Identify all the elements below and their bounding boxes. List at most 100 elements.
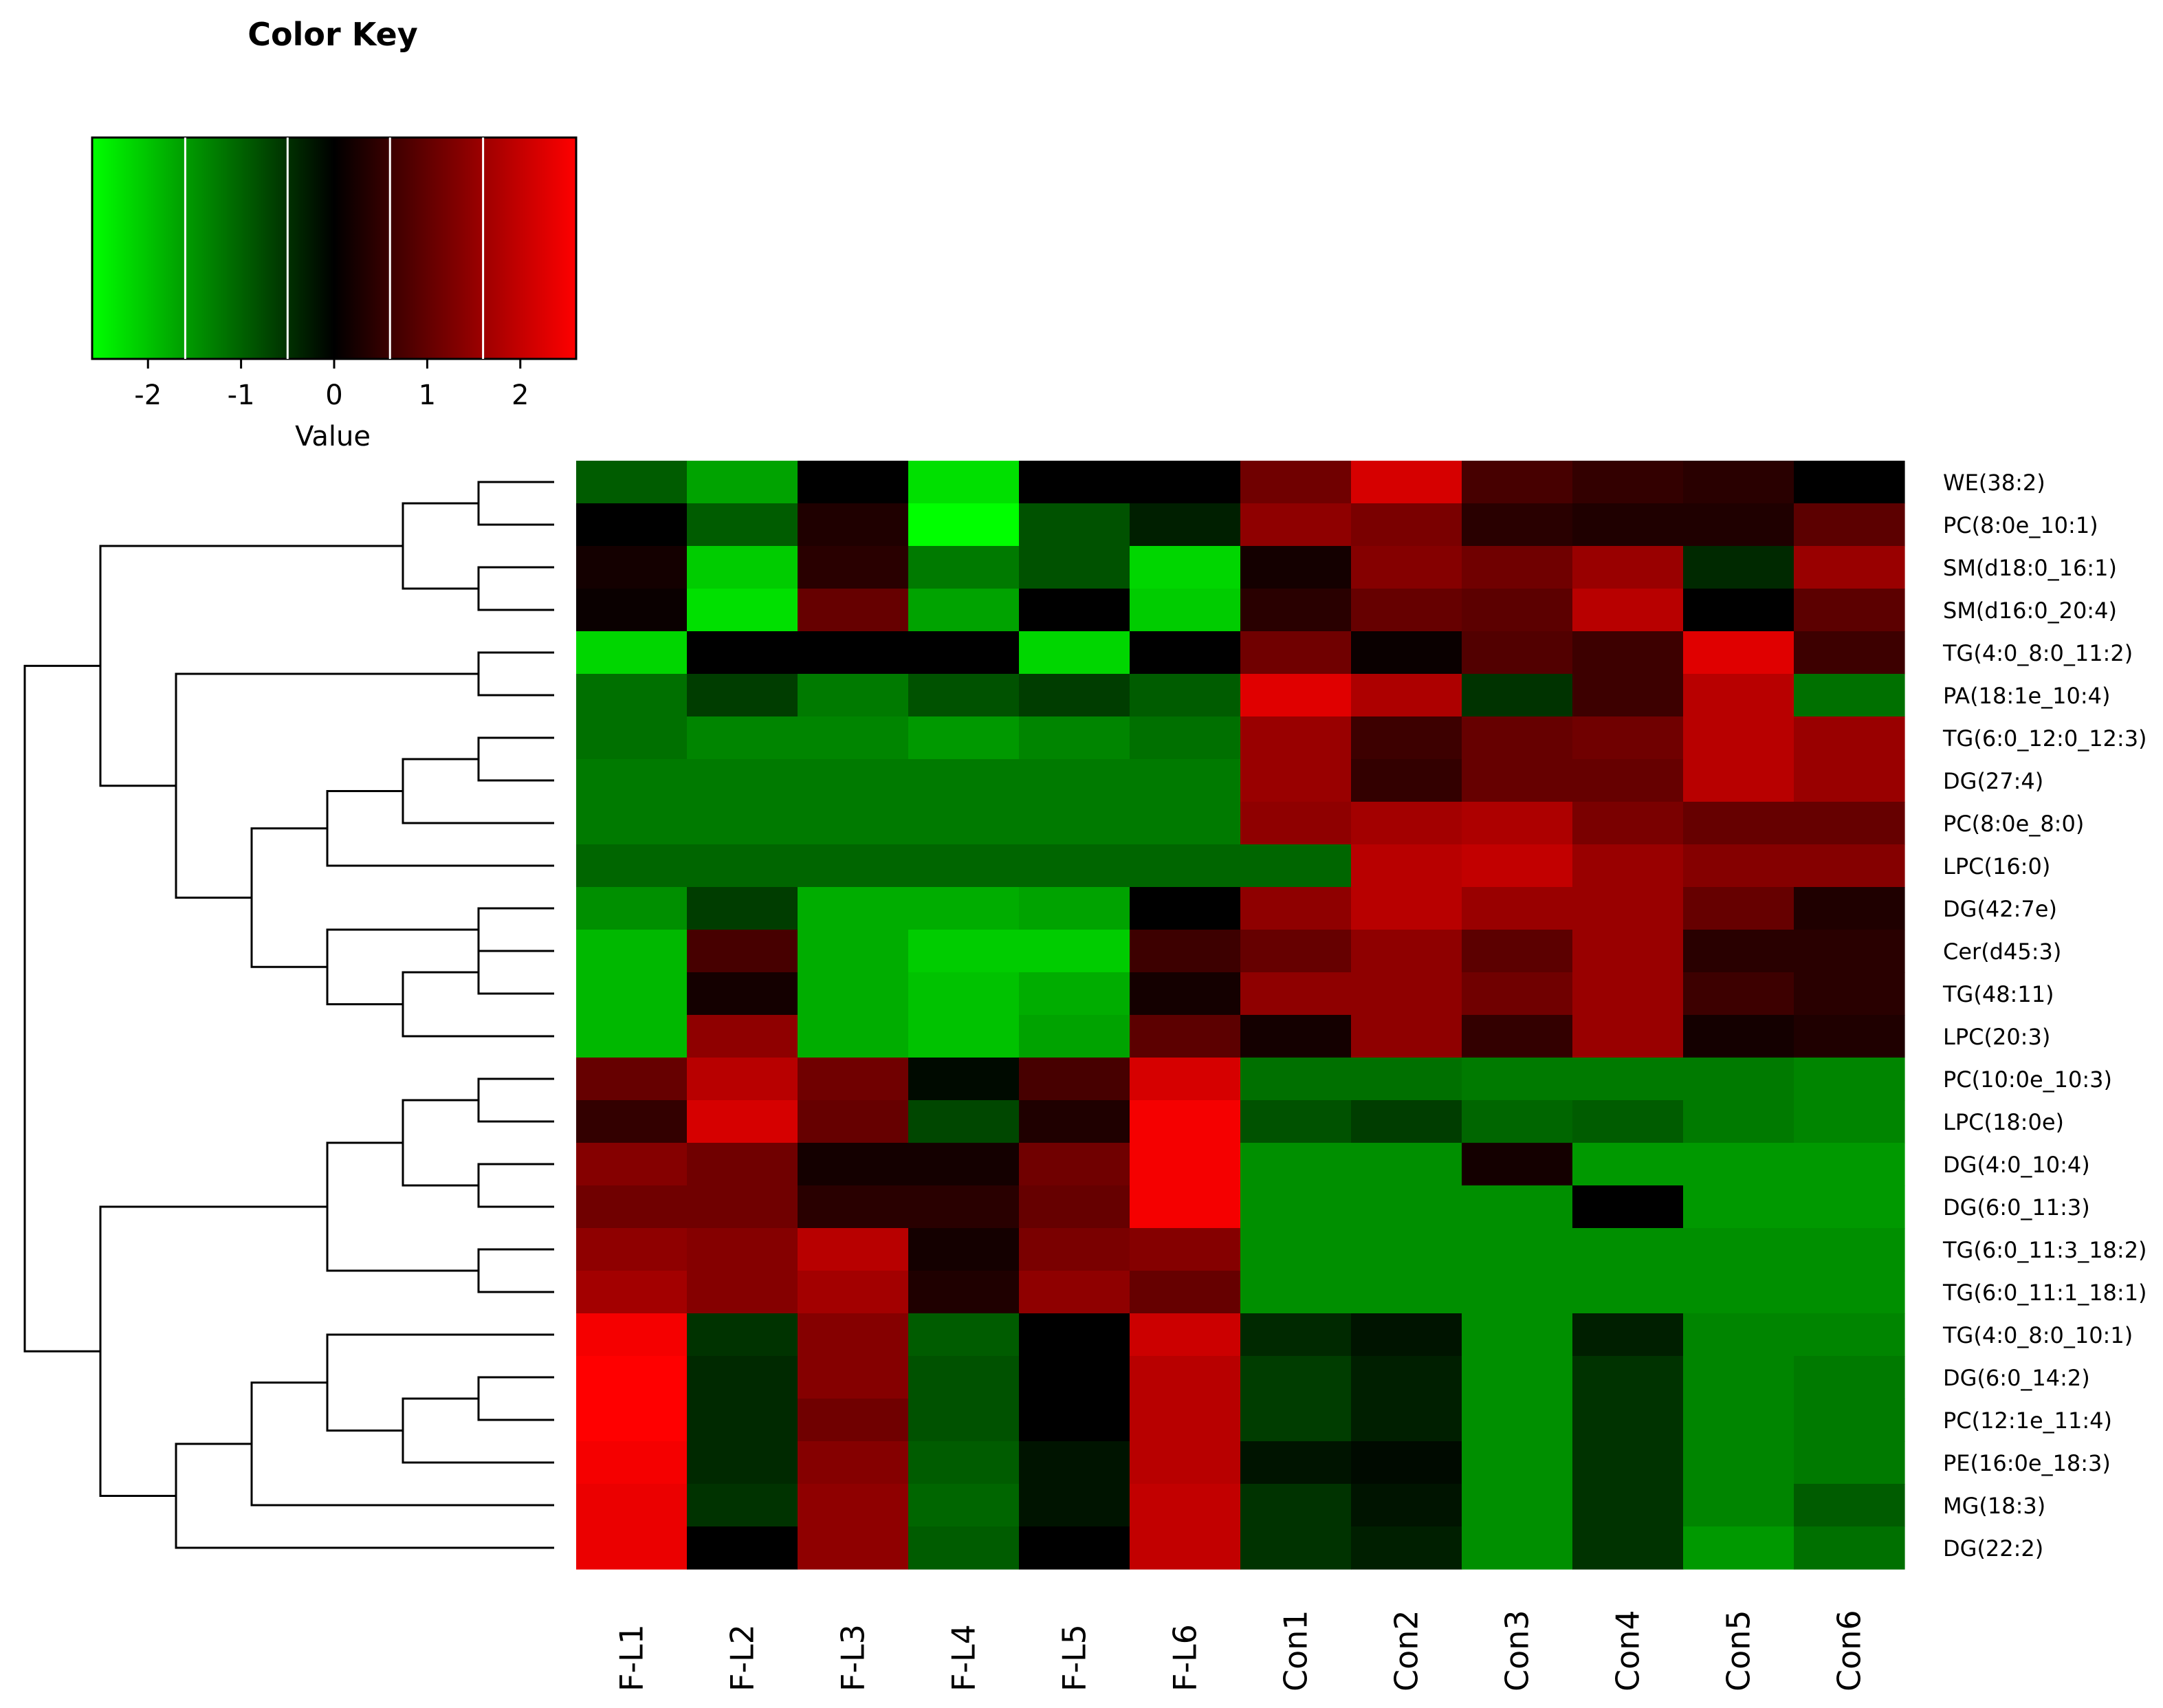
heatmap-cell — [1240, 759, 1352, 802]
heatmap-cell — [1462, 844, 1573, 888]
heatmap-cell — [1572, 1058, 1684, 1101]
color-key-gradient — [91, 136, 578, 360]
dendrogram-branch — [477, 481, 554, 526]
heatmap-cell — [1683, 1441, 1794, 1485]
heatmap-cell — [798, 1313, 909, 1357]
heatmap-cell — [1462, 631, 1573, 675]
heatmap-cell — [908, 930, 1020, 973]
heatmap-cell — [1130, 674, 1241, 717]
heatmap-cell — [1683, 1058, 1794, 1101]
heatmap-cell — [908, 461, 1020, 504]
heatmap-cell — [1683, 972, 1794, 1016]
heatmap-cell — [1572, 1100, 1684, 1143]
heatmap-cell — [1683, 1356, 1794, 1399]
heatmap-cell — [1240, 1100, 1352, 1143]
heatmap-cell — [576, 1399, 688, 1442]
heatmap-cell — [1351, 1356, 1462, 1399]
heatmap-cell — [1683, 844, 1794, 888]
heatmap-cell — [576, 1228, 688, 1271]
column-label: F-L5 — [1056, 1624, 1093, 1691]
row-label: DG(27:4) — [1943, 768, 2043, 794]
heatmap-cell — [908, 1356, 1020, 1399]
dendrogram-branch — [250, 827, 327, 968]
heatmap-cell — [576, 1441, 688, 1485]
heatmap-cell — [1019, 1271, 1130, 1314]
heatmap-cell — [687, 631, 798, 675]
column-label: F-L2 — [724, 1624, 761, 1691]
heatmap-cell — [1462, 716, 1573, 760]
heatmap-cell — [908, 802, 1020, 845]
heatmap-cell — [1019, 1058, 1130, 1101]
heatmap-cell — [1572, 1185, 1684, 1229]
row-label: LPC(16:0) — [1943, 853, 2050, 879]
heatmap-cell — [908, 631, 1020, 675]
heatmap-cell — [1019, 1100, 1130, 1143]
heatmap-cell — [1794, 1015, 1905, 1058]
heatmap-cell — [1019, 1313, 1130, 1357]
heatmap-cell — [1462, 1441, 1573, 1485]
heatmap-cell — [1683, 1399, 1794, 1442]
heatmap-cell — [1130, 1399, 1241, 1442]
column-label: F-L1 — [613, 1624, 650, 1691]
heatmap-cell — [576, 1015, 688, 1058]
row-label: LPC(18:0e) — [1943, 1109, 2064, 1135]
heatmap-cell — [576, 844, 688, 888]
row-label: TG(6:0_11:1_18:1) — [1942, 1280, 2147, 1306]
heatmap-cell — [1351, 674, 1462, 717]
heatmap-cell — [1794, 546, 1905, 589]
heatmap-cell — [1019, 461, 1130, 504]
dendrogram-branch — [23, 664, 100, 1353]
heatmap-cell — [798, 1526, 909, 1570]
dendrogram-branch — [326, 790, 554, 867]
heatmap-cell — [576, 930, 688, 973]
heatmap-cell — [1462, 802, 1573, 845]
heatmap-cell — [687, 589, 798, 632]
heatmap-cell — [687, 1484, 798, 1527]
row-label: DG(6:0_11:3) — [1943, 1194, 2090, 1220]
heatmap-cell — [687, 546, 798, 589]
heatmap-cell — [908, 546, 1020, 589]
heatmap-cell — [1794, 1526, 1905, 1570]
row-label: Cer(d45:3) — [1943, 939, 2061, 965]
heatmap-cell — [687, 844, 798, 888]
heatmap-cell — [798, 759, 909, 802]
row-label: WE(38:2) — [1943, 470, 2045, 496]
heatmap-cell — [687, 1399, 798, 1442]
heatmap-cell — [1351, 802, 1462, 845]
heatmap-cell — [1794, 802, 1905, 845]
heatmap-cell — [908, 1100, 1020, 1143]
heatmap-cell — [1130, 1100, 1241, 1143]
heatmap-cell — [1572, 759, 1684, 802]
heatmap-cell — [1240, 1143, 1352, 1186]
heatmap-cell — [687, 503, 798, 547]
heatmap-cell — [1019, 1526, 1130, 1570]
heatmap-cell — [1240, 844, 1352, 888]
heatmap-cell — [1794, 674, 1905, 717]
dendrogram-branch — [402, 502, 479, 590]
heatmap-cell — [687, 461, 798, 504]
heatmap-cell — [687, 674, 798, 717]
heatmap-cell — [1462, 1143, 1573, 1186]
heatmap-cell — [1130, 1526, 1241, 1570]
heatmap-cell — [908, 1058, 1020, 1101]
heatmap-cell — [576, 1484, 688, 1527]
color-key-tick-label: 0 — [325, 380, 342, 411]
heatmap-cell — [1462, 1015, 1573, 1058]
heatmap-cell — [1351, 1058, 1462, 1101]
heatmap-cell — [1351, 1399, 1462, 1442]
heatmap-cell — [908, 716, 1020, 760]
heatmap-cell — [798, 802, 909, 845]
heatmap-cell — [1683, 461, 1794, 504]
heatmap-cell — [1019, 546, 1130, 589]
heatmap-cell — [687, 802, 798, 845]
row-label: MG(18:3) — [1943, 1493, 2045, 1519]
heatmap-cell — [1240, 1484, 1352, 1527]
heatmap-cell — [1794, 1399, 1905, 1442]
heatmap-cell — [1794, 1484, 1905, 1527]
heatmap-cell — [908, 1399, 1020, 1442]
heatmap-cell — [1572, 1399, 1684, 1442]
heatmap-cell — [1240, 972, 1352, 1016]
heatmap-cell — [1794, 1143, 1905, 1186]
heatmap-cell — [1683, 1100, 1794, 1143]
heatmap-cell — [798, 589, 909, 632]
